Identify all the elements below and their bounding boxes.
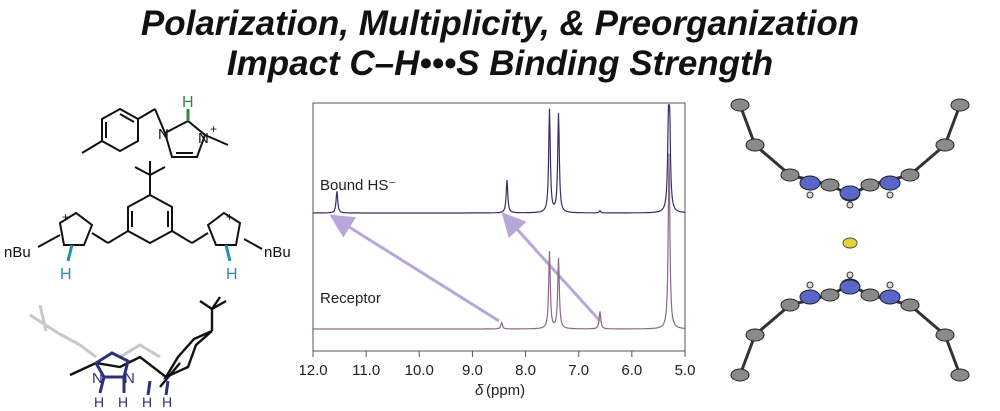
xray-atom-1-8 [950,368,970,382]
nmr-trace-1 [313,153,686,330]
bis-left-imidazolium [58,211,94,246]
xray-atom-0-2 [780,168,800,182]
bottom-h-label-d: H [162,394,172,410]
xray-hydrogen-1-2 [886,281,894,289]
mono-imidazolium-ring [163,119,207,158]
xray-atom-0-0 [730,98,750,112]
xray-hydrogen-1-0 [806,281,814,289]
receptor-structures: H N N + nBu nBu H H + + N [4,95,291,410]
mono-n-label-b: N [198,130,209,147]
xray-backbone-0 [738,104,962,197]
x-tick-label-7: 5.0 [675,362,696,379]
xray-sulfur-atom [842,237,858,249]
xray-atom-0-7 [935,138,955,152]
xray-nitrogen-0-1 [839,185,861,201]
xray-atom-1-6 [900,298,920,312]
bottom-n-label-b: N [124,370,135,387]
x-tick-label-6: 6.0 [621,362,642,379]
xray-atom-1-3 [820,288,840,302]
xray-hydrogen-1-1 [846,271,854,279]
xray-backbone-1 [738,283,962,376]
bis-aryl-ring [127,193,173,245]
figure-title-line-2: Impact C–H•••S Binding Strength [226,44,774,83]
shift-arrow-0 [329,214,500,323]
xray-atom-0-3 [820,178,840,192]
x-tick-label-2: 10.0 [405,362,434,379]
bis-nbu-left: nBu [4,244,31,261]
xray-hydrogen-0-2 [886,191,894,199]
xray-atom-1-5 [860,288,880,302]
bottom-h-label-b: H [118,394,128,410]
xray-atom-1-1 [745,328,765,342]
nmr-spectrum-chart: 12.0 11.0 10.0 9.0 8.0 7.0 6.0 5.0 Bound HS⁻ Re… [300,102,696,399]
xray-hydrogen-0-0 [806,191,814,199]
bis-h-left: H [60,266,72,283]
xray-atom-1-7 [935,328,955,342]
x-tick-label-4: 8.0 [515,362,536,379]
mono-plus: + [210,122,217,136]
mono-aryl-ring [101,107,139,153]
bis-plus-right: + [226,210,233,224]
x-tick-label-1: 11.0 [352,362,380,379]
xray-atom-1-0 [730,368,750,382]
xray-nitrogen-0-0 [799,175,821,191]
xray-nitrogen-1-1 [839,279,861,295]
x-axis-label-unit: (ppm) [486,382,525,399]
figure-title-line-1: Polarization, Multiplicity, & Preorganiz… [140,4,860,43]
mono-ch-h: H [182,95,194,111]
xray-atom-0-5 [860,178,880,192]
bis-plus-left: + [62,210,69,224]
xray-nitrogen-1-2 [879,289,901,305]
bottom-h-label-a: H [94,394,104,410]
bis-right-imidazolium [206,211,242,246]
xray-hydrogen-0-1 [846,201,854,209]
crystal-structure-image [730,98,970,382]
trace-label-top: Bound HS⁻ [320,177,396,194]
x-axis-label-symbol: δ [475,382,484,399]
bottom-n-label-a: N [92,370,103,387]
mono-n-label-a: N [158,126,169,143]
x-tick-label-0: 12.0 [300,362,328,379]
xray-nitrogen-1-0 [799,289,821,305]
xray-atom-1-2 [780,298,800,312]
xray-nitrogen-0-2 [879,175,901,191]
bottom-imidazolium [93,351,130,379]
xray-atom-0-8 [950,98,970,112]
xray-atom-0-1 [745,138,765,152]
trace-label-bottom: Receptor [320,290,381,307]
shift-arrow-1 [501,212,602,323]
bis-nbu-right: nBu [264,244,291,261]
bis-h-right: H [226,266,238,283]
nmr-trace-0 [313,104,685,214]
x-tick-label-3: 9.0 [462,362,483,379]
bottom-h-label-c: H [142,394,152,410]
plot-frame [312,102,686,352]
xray-atom-0-6 [900,168,920,182]
x-tick-label-5: 7.0 [568,362,589,379]
